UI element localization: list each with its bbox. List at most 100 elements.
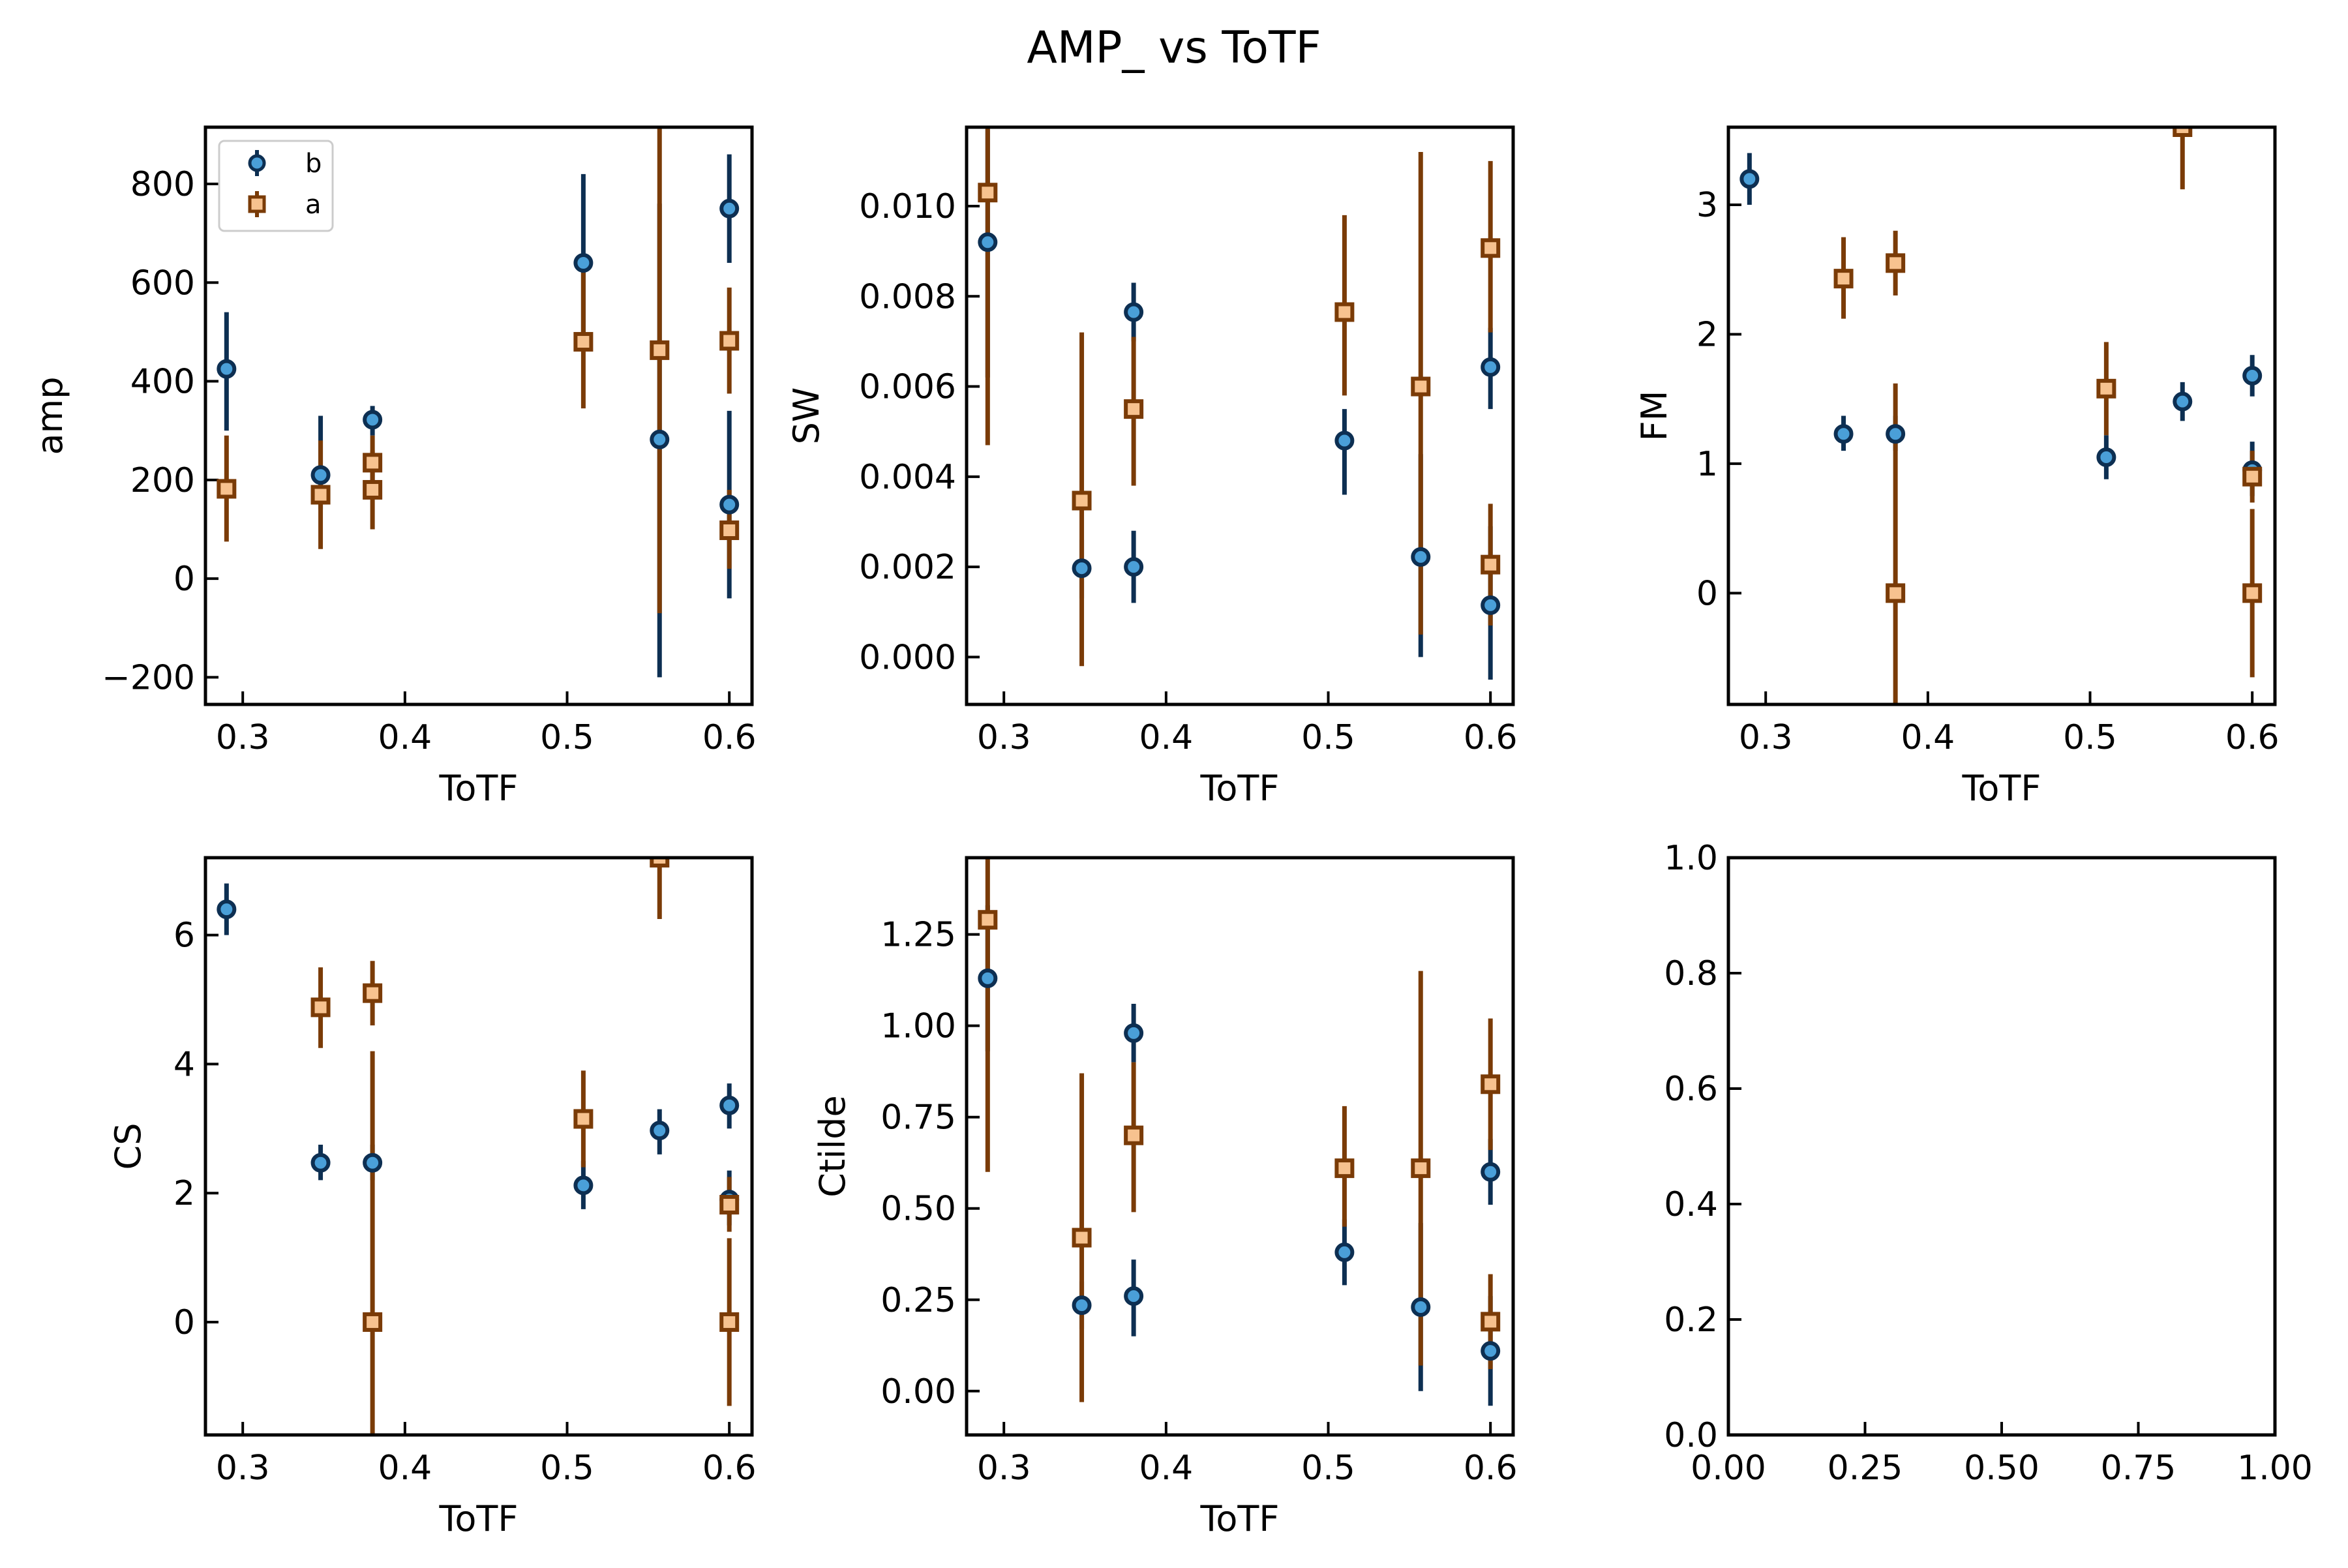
- data-layer: [978, 858, 1501, 1406]
- plot-frame: [965, 856, 1515, 1437]
- y-tick-label: 0.4: [1664, 1185, 1718, 1224]
- x-tick-label: 0.4: [378, 1449, 432, 1488]
- plot-frame: [203, 856, 754, 1437]
- y-tick-label: 3: [1696, 186, 1718, 225]
- y-tick-label: 0.006: [859, 368, 956, 407]
- y-tick-label: 0.004: [859, 458, 956, 497]
- data-point-a: [1334, 302, 1355, 322]
- data-point-b: [1833, 424, 1854, 444]
- data-point-b: [217, 899, 237, 920]
- data-point-b: [1124, 557, 1144, 577]
- data-point-b: [1334, 1242, 1355, 1262]
- data-point-a: [650, 340, 670, 360]
- data-point-b: [719, 494, 740, 515]
- y-axis-label: SW: [786, 387, 827, 445]
- y-tick-label: 200: [130, 461, 195, 500]
- y-tick-label: 400: [130, 363, 195, 402]
- x-axis-label: ToTF: [439, 1498, 519, 1539]
- y-tick-label: 0.6: [1664, 1070, 1718, 1109]
- data-point-a: [310, 485, 331, 505]
- x-tick-label: 0.3: [977, 718, 1031, 757]
- x-tick-label: 0.3: [977, 1449, 1031, 1488]
- data-point-a: [1124, 399, 1144, 419]
- x-tick-label: 0.3: [216, 718, 270, 757]
- x-tick-label: 0.5: [540, 718, 594, 757]
- y-tick-label: 0.000: [859, 638, 956, 677]
- data-point-b: [650, 429, 670, 449]
- y-tick-label: 0.008: [859, 277, 956, 316]
- data-point-a: [217, 479, 237, 499]
- data-point-b: [2096, 447, 2116, 467]
- x-axis-label: ToTF: [1200, 1498, 1280, 1539]
- x-tick-label: 0.3: [216, 1449, 270, 1488]
- legend-marker-b: [248, 154, 266, 172]
- plot-frame: [965, 125, 1515, 706]
- data-layer: [1739, 127, 2263, 704]
- x-tick-label: 0.5: [1301, 1449, 1355, 1488]
- panel-5: 0.3 0.4 0.5 0.6 0.00 0.25 0.50 0.75 1.00 1.25 ToTF…: [812, 856, 1518, 1539]
- y-tick-label: 600: [130, 264, 195, 303]
- data-point-b: [573, 1175, 594, 1196]
- panel-4: 0.3 0.4 0.5 0.6 0 2 4 6 ToTF CS: [108, 856, 757, 1539]
- data-point-b: [2173, 391, 2193, 412]
- data-point-a: [978, 183, 998, 203]
- data-point-a: [1481, 554, 1501, 575]
- data-point-b: [1072, 1295, 1092, 1316]
- data-layer: [978, 127, 1501, 680]
- x-tick-label: 0.50: [1964, 1449, 2039, 1488]
- legend-marker-a: [248, 195, 266, 213]
- panel-3: 0.3 0.4 0.5 0.6 0 1 2 3 ToTF FM: [1634, 125, 2280, 809]
- data-point-a: [573, 332, 594, 352]
- data-point-b: [2242, 365, 2263, 385]
- y-tick-label: −200: [102, 658, 195, 697]
- data-point-a: [2242, 466, 2263, 487]
- data-point-b: [650, 1121, 670, 1141]
- legend-label-a: a: [305, 190, 322, 220]
- y-tick-label: 0.002: [859, 548, 956, 587]
- data-point-a: [573, 1109, 594, 1129]
- data-point-a: [1072, 490, 1092, 511]
- data-point-b: [1072, 558, 1092, 579]
- data-point-b: [363, 410, 383, 430]
- y-tick-label: 1.0: [1664, 839, 1718, 878]
- data-point-b: [1481, 1341, 1501, 1361]
- data-point-a: [719, 331, 740, 351]
- y-tick-label: 0.010: [859, 187, 956, 226]
- data-point-a: [363, 453, 383, 473]
- data-layer: [217, 858, 740, 1435]
- y-tick-label: 4: [173, 1045, 195, 1084]
- x-axis-label: ToTF: [1200, 768, 1280, 809]
- x-tick-label: 0.4: [1139, 718, 1194, 757]
- y-tick-label: 0.50: [880, 1190, 956, 1229]
- x-tick-label: 1.00: [2237, 1449, 2313, 1488]
- y-tick-label: 800: [130, 165, 195, 204]
- y-tick-label: 0.75: [880, 1098, 956, 1138]
- y-axis-label: amp: [29, 377, 70, 455]
- figure-title: AMP_ vs ToTF: [1027, 22, 1321, 74]
- data-point-a: [1334, 1158, 1355, 1179]
- y-tick-label: 0: [173, 1303, 195, 1342]
- y-tick-label: 1.25: [880, 916, 956, 955]
- data-point-b: [1481, 1162, 1501, 1182]
- data-point-a: [2242, 583, 2263, 603]
- data-point-a: [1481, 238, 1501, 258]
- data-point-b: [363, 1153, 383, 1173]
- data-point-b: [1886, 424, 1906, 444]
- data-point-b: [719, 1095, 740, 1115]
- y-axis-label: Ctilde: [812, 1095, 853, 1197]
- x-tick-label: 0.00: [1691, 1449, 1766, 1488]
- data-point-a: [310, 997, 331, 1018]
- y-tick-label: 1.00: [880, 1007, 956, 1046]
- y-axis-label: FM: [1634, 391, 1675, 442]
- legend-box: [218, 140, 334, 232]
- data-point-a: [719, 1194, 740, 1214]
- x-tick-label: 0.75: [2101, 1449, 2176, 1488]
- data-point-b: [1481, 595, 1501, 615]
- data-point-b: [217, 359, 237, 379]
- data-point-b: [1124, 1286, 1144, 1306]
- data-point-b: [719, 198, 740, 219]
- y-tick-label: 0.8: [1664, 954, 1718, 993]
- data-point-a: [2096, 378, 2116, 399]
- y-tick-label: 0.25: [880, 1281, 956, 1320]
- y-tick-label: 0.00: [880, 1372, 956, 1411]
